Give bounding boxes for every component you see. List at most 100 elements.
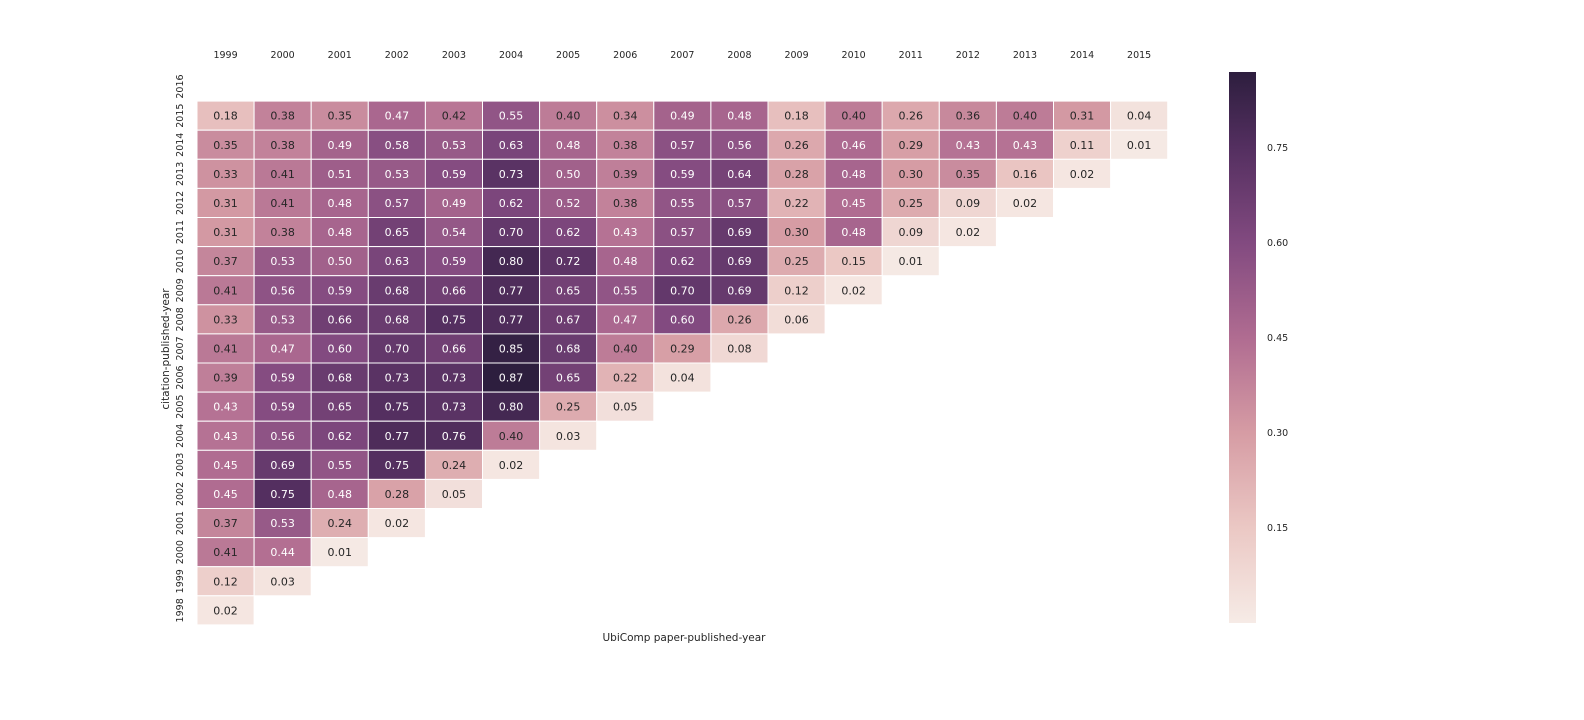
cell-value-label: 0.35	[328, 110, 353, 123]
cell-value-label: 0.25	[556, 401, 581, 414]
x-tick-label: 2000	[271, 50, 295, 61]
cell-value-label: 0.59	[670, 168, 695, 181]
cell-value-label: 0.62	[670, 255, 695, 268]
cell-value-label: 0.54	[442, 226, 467, 239]
cell-value-label: 0.70	[499, 226, 524, 239]
cell-value-label: 0.45	[841, 197, 866, 210]
cell-value-label: 0.39	[613, 168, 638, 181]
cell-value-label: 0.58	[385, 139, 410, 152]
cell-value-label: 0.75	[385, 401, 410, 414]
y-tick-label: 2006	[175, 365, 186, 389]
cell-value-label: 0.60	[328, 342, 353, 355]
cell-value-label: 0.01	[1127, 139, 1152, 152]
cell-value-label: 0.26	[784, 139, 809, 152]
cell-value-label: 0.16	[1013, 168, 1038, 181]
cell-value-label: 0.02	[956, 226, 981, 239]
cell-value-label: 0.47	[613, 313, 638, 326]
cell-value-label: 0.02	[841, 284, 866, 297]
cell-value-label: 0.77	[499, 284, 524, 297]
cell-value-label: 0.22	[613, 372, 638, 385]
cell-value-label: 0.80	[499, 255, 524, 268]
cell-value-label: 0.41	[270, 168, 295, 181]
cell-value-label: 0.65	[328, 401, 353, 414]
cell-value-label: 0.22	[784, 197, 809, 210]
y-tick-label: 2008	[175, 307, 186, 331]
cell-value-label: 0.49	[670, 110, 695, 123]
x-tick-label: 2005	[556, 50, 580, 61]
cell-value-label: 0.06	[784, 313, 809, 326]
cell-value-label: 0.55	[613, 284, 638, 297]
cell-value-label: 0.73	[442, 401, 467, 414]
cell-value-label: 0.02	[385, 517, 410, 530]
colorbar-tick-label: 0.30	[1267, 428, 1288, 439]
cell-value-label: 0.48	[841, 226, 866, 239]
cell-value-label: 0.42	[442, 110, 467, 123]
cell-value-label: 0.47	[270, 342, 295, 355]
cell-value-label: 0.08	[727, 342, 752, 355]
cell-value-label: 0.43	[213, 430, 238, 443]
y-tick-label: 2000	[175, 540, 186, 564]
x-axis-label: UbiComp paper-published-year	[602, 632, 766, 644]
y-tick-label: 2001	[175, 511, 186, 535]
cell-value-label: 0.41	[213, 546, 238, 559]
cell-value-label: 0.44	[270, 546, 295, 559]
cell-value-label: 0.41	[213, 284, 238, 297]
cell-value-label: 0.73	[442, 372, 467, 385]
cell-value-label: 0.55	[328, 459, 353, 472]
cell-value-label: 0.60	[670, 313, 695, 326]
y-tick-label: 2013	[175, 162, 186, 186]
cell-value-label: 0.31	[213, 197, 238, 210]
cell-value-label: 0.62	[499, 197, 524, 210]
cell-value-label: 0.49	[328, 139, 353, 152]
x-tick-label: 2009	[784, 50, 808, 61]
cell-value-label: 0.87	[499, 372, 524, 385]
cell-value-label: 0.04	[1127, 110, 1152, 123]
cell-value-label: 0.37	[213, 255, 238, 268]
cell-value-label: 0.48	[328, 226, 353, 239]
cell-value-label: 0.65	[385, 226, 410, 239]
x-tick-label: 2008	[727, 50, 751, 61]
cell-value-label: 0.73	[499, 168, 524, 181]
cell-value-label: 0.75	[385, 459, 410, 472]
cell-value-label: 0.12	[213, 575, 238, 588]
colorbar-tick-label: 0.75	[1267, 143, 1288, 154]
cell-value-label: 0.28	[385, 488, 410, 501]
y-tick-label: 2002	[175, 482, 186, 506]
cell-value-label: 0.55	[499, 110, 524, 123]
y-tick-label: 1999	[175, 569, 186, 593]
cell-value-label: 0.57	[670, 226, 695, 239]
cell-value-label: 0.57	[670, 139, 695, 152]
cell-value-label: 0.39	[213, 372, 238, 385]
x-tick-label: 2012	[956, 50, 980, 61]
cell-value-label: 0.56	[270, 284, 295, 297]
cell-value-label: 0.03	[270, 575, 295, 588]
cell-value-label: 0.69	[270, 459, 295, 472]
cell-value-label: 0.28	[784, 168, 809, 181]
cell-value-label: 0.43	[956, 139, 981, 152]
cell-value-label: 0.34	[613, 110, 638, 123]
cell-value-label: 0.01	[328, 546, 353, 559]
x-tick-label: 2014	[1070, 50, 1094, 61]
cell-value-label: 0.35	[213, 139, 238, 152]
cell-value-label: 0.24	[442, 459, 467, 472]
cell-value-label: 0.43	[213, 401, 238, 414]
cell-value-label: 0.55	[670, 197, 695, 210]
cell-value-label: 0.40	[1013, 110, 1038, 123]
cell-value-label: 0.29	[670, 342, 695, 355]
cell-value-label: 0.05	[442, 488, 467, 501]
cell-value-label: 0.38	[270, 139, 295, 152]
cell-value-label: 0.56	[727, 139, 752, 152]
x-tick-label: 2004	[499, 50, 523, 61]
cell-value-label: 0.38	[613, 139, 638, 152]
cell-value-label: 0.52	[556, 197, 581, 210]
y-tick-label: 2005	[175, 395, 186, 419]
cell-value-label: 0.62	[328, 430, 353, 443]
colorbar: 0.15 0.30 0.45 0.60 0.75	[1229, 72, 1288, 623]
x-tick-label: 2013	[1013, 50, 1037, 61]
cell-value-label: 0.53	[270, 313, 295, 326]
cell-value-label: 0.43	[613, 226, 638, 239]
cell-value-label: 0.50	[556, 168, 581, 181]
cell-value-label: 0.02	[1070, 168, 1095, 181]
cell-value-label: 0.48	[328, 488, 353, 501]
x-tick-label: 2011	[899, 50, 923, 61]
